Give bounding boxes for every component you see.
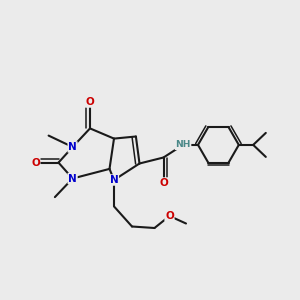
Text: NH: NH [175, 140, 191, 149]
Text: O: O [165, 211, 174, 221]
Text: O: O [85, 97, 94, 107]
Text: O: O [159, 178, 168, 188]
Text: O: O [31, 158, 40, 168]
Text: N: N [110, 175, 118, 185]
Text: N: N [68, 142, 77, 152]
Text: N: N [68, 173, 77, 184]
